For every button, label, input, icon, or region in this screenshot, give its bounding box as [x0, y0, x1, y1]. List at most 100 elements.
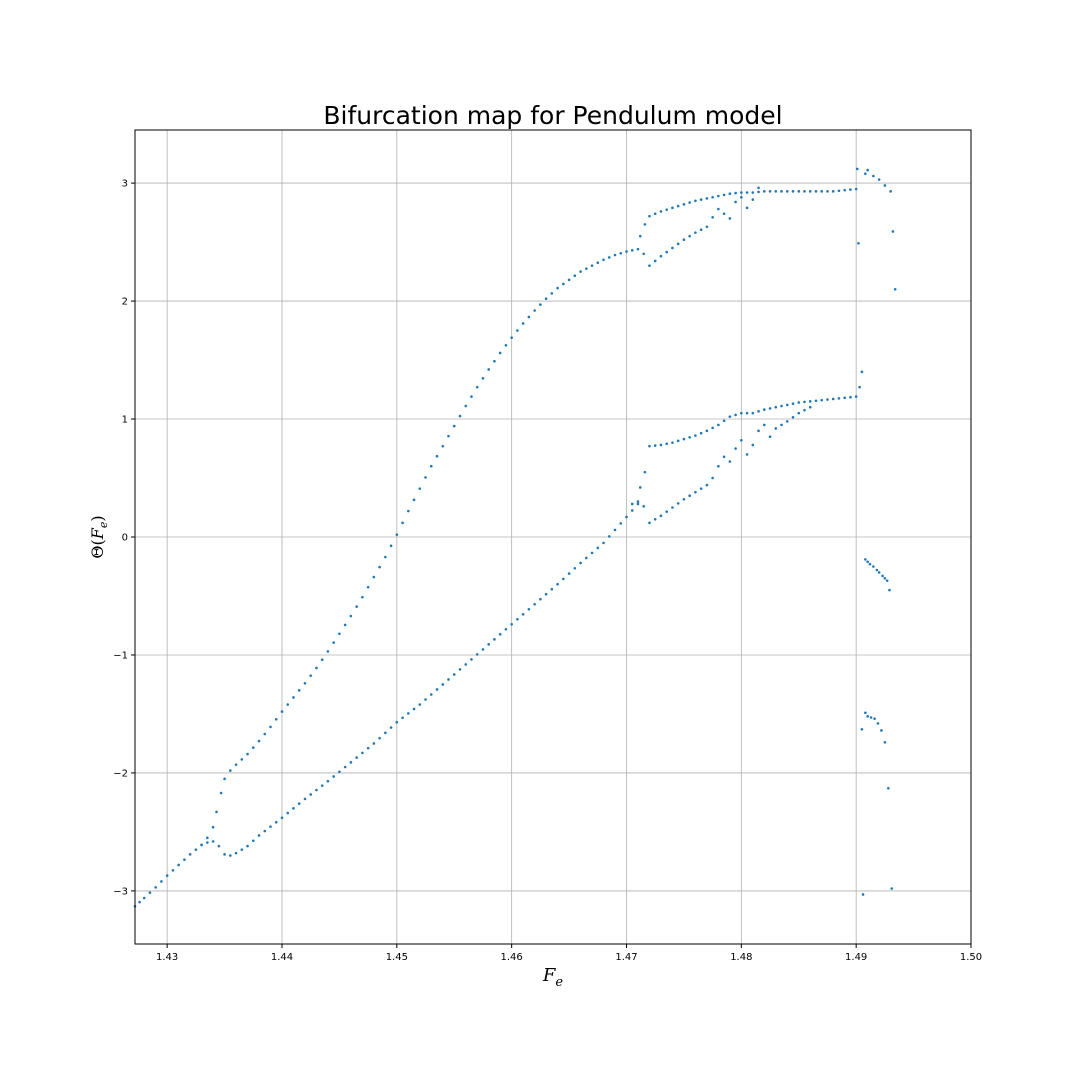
x-tick-label: 1.48 — [730, 952, 752, 963]
data-point — [636, 502, 640, 506]
data-point — [717, 194, 720, 198]
data-point — [215, 810, 218, 814]
data-point — [579, 270, 582, 273]
data-point — [303, 797, 307, 801]
data-point — [636, 500, 640, 503]
y-tick-label: 0 — [122, 533, 128, 544]
data-point — [740, 195, 743, 199]
data-point — [722, 455, 726, 459]
data-point — [251, 839, 255, 843]
data-point — [745, 453, 749, 456]
data-point — [849, 188, 852, 191]
x-tick-label: 1.44 — [271, 952, 293, 963]
data-point — [768, 190, 772, 193]
x-axis-label: Fe — [542, 965, 564, 990]
data-point — [860, 727, 864, 731]
data-point — [648, 264, 651, 267]
data-point — [873, 717, 876, 720]
data-point — [219, 791, 223, 795]
data-point — [638, 234, 642, 238]
data-point — [868, 562, 872, 566]
data-point — [843, 188, 846, 192]
data-point — [757, 429, 760, 433]
data-point — [688, 234, 691, 238]
data-point — [682, 437, 686, 441]
data-point — [861, 893, 865, 896]
data-point — [717, 423, 720, 427]
data-point — [269, 825, 272, 828]
data-point — [447, 434, 450, 438]
data-point — [246, 844, 249, 848]
data-point — [452, 673, 456, 676]
data-point — [573, 274, 577, 277]
data-point — [694, 490, 697, 494]
data-point — [858, 385, 861, 389]
data-point — [412, 707, 416, 711]
data-point — [888, 588, 891, 592]
data-point — [590, 264, 594, 267]
data-point — [286, 703, 290, 706]
data-point — [751, 191, 755, 194]
data-point — [355, 756, 358, 759]
data-point — [183, 858, 186, 861]
data-point — [579, 561, 582, 565]
data-point — [418, 703, 422, 706]
data-point — [602, 541, 605, 545]
data-point — [223, 777, 226, 781]
data-point — [659, 210, 663, 213]
data-point — [665, 510, 668, 513]
data-point — [648, 214, 651, 218]
data-point — [441, 683, 445, 686]
data-point — [638, 486, 642, 489]
data-point — [516, 617, 519, 621]
data-point — [138, 900, 141, 904]
data-point — [418, 487, 422, 490]
data-point — [343, 765, 347, 769]
data-point — [475, 653, 479, 656]
data-point — [671, 206, 674, 210]
data-point — [797, 190, 801, 193]
data-point — [292, 696, 295, 699]
data-point — [613, 528, 617, 532]
data-point — [630, 502, 634, 506]
data-point — [596, 261, 600, 265]
data-point — [407, 712, 410, 715]
data-point — [504, 628, 508, 631]
data-point — [699, 198, 703, 201]
data-point — [682, 238, 686, 242]
data-point — [361, 595, 364, 599]
x-tick-label: 1.50 — [960, 952, 982, 963]
data-point — [837, 189, 841, 193]
data-point — [688, 201, 691, 204]
data-point — [493, 359, 496, 363]
data-point — [286, 811, 290, 815]
data-point — [763, 190, 766, 193]
data-point — [860, 370, 864, 374]
data-point — [401, 521, 404, 525]
data-point — [297, 689, 301, 692]
data-point — [665, 442, 668, 446]
data-point — [808, 400, 812, 403]
data-point — [533, 309, 536, 312]
y-tick-label: −1 — [113, 650, 128, 661]
data-point — [246, 752, 249, 756]
data-point — [315, 788, 318, 792]
data-point — [808, 405, 812, 409]
data-point — [728, 217, 732, 220]
data-point — [211, 840, 215, 843]
data-point — [355, 605, 358, 608]
data-point — [521, 322, 525, 325]
data-point — [826, 190, 829, 193]
data-point — [728, 192, 732, 195]
data-point — [768, 435, 772, 439]
data-point — [659, 443, 663, 447]
data-point — [619, 251, 623, 255]
data-point — [378, 736, 381, 740]
data-point — [671, 506, 674, 509]
data-point — [751, 411, 755, 415]
data-point — [533, 602, 536, 606]
data-point — [757, 186, 760, 190]
data-point — [883, 576, 887, 580]
data-point — [401, 716, 404, 720]
